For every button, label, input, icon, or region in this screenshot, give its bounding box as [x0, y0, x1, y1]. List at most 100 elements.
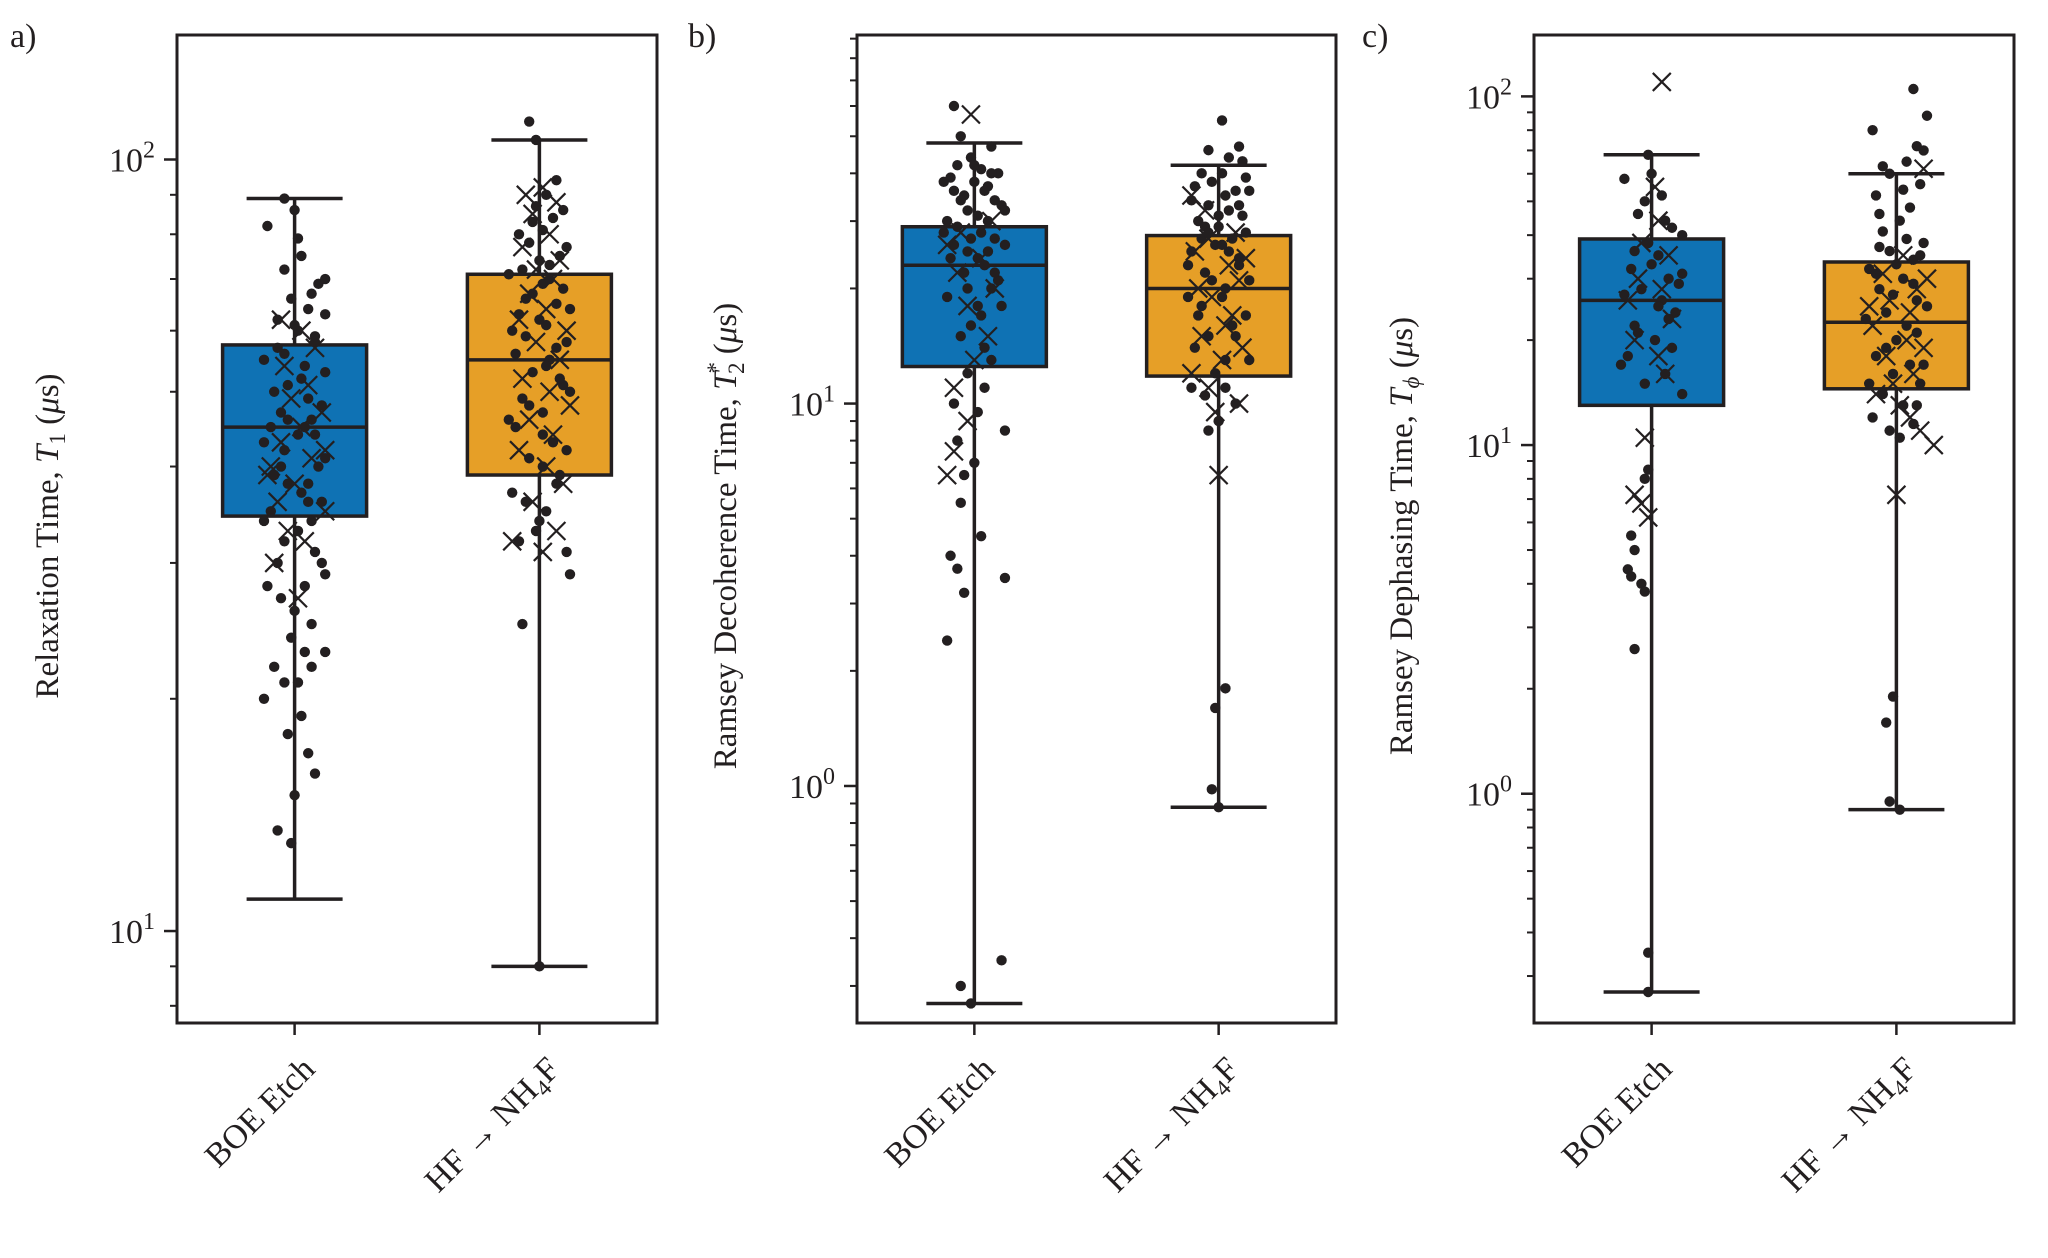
panel-b-point [1237, 156, 1248, 167]
panel-b-point [965, 998, 977, 1009]
panel-c-point [1915, 250, 1926, 261]
panel-a-cross [512, 368, 533, 389]
panel-a-cross [271, 432, 291, 453]
panel-b-cross [1215, 315, 1236, 336]
panel-c-cross [1886, 485, 1907, 505]
panel-c-cross [1879, 290, 1900, 311]
panel-c-ytick-label: 102 [1466, 74, 1512, 116]
panel-b-point [986, 354, 997, 366]
panel-a-point [279, 348, 290, 359]
panel-a-point [269, 661, 280, 673]
panel-b-point [1227, 320, 1238, 331]
panel-b-point [989, 233, 1000, 244]
panel-c-cross [1896, 330, 1917, 350]
panel-b-point [1240, 227, 1252, 238]
panel-b-point [986, 141, 997, 152]
panel-c-cross [1648, 346, 1669, 366]
panel-b-point [1223, 152, 1235, 163]
panel-b-ytick-label: 100 [789, 764, 835, 806]
panel-c-point [1643, 237, 1654, 249]
panel-a-point [282, 379, 293, 391]
panel-c-point [1619, 173, 1630, 185]
panel-a-point [309, 331, 321, 342]
panel-b-point [952, 160, 963, 171]
panel-c-point [1915, 378, 1926, 389]
panel-b-ytick-label: 101 [789, 382, 835, 424]
panel-c-point [1867, 412, 1878, 423]
panel-b-point [1199, 267, 1211, 278]
panel-a-point [316, 557, 327, 569]
panel-b-point [1206, 275, 1218, 286]
panel-a-cross [281, 388, 301, 409]
panel-b-point [955, 131, 966, 142]
panel-c-point [1898, 184, 1909, 195]
panel-a-point [296, 250, 307, 262]
panel-b-point [979, 185, 990, 197]
panel-c-point [1887, 289, 1899, 300]
panel-c-cross [1900, 302, 1920, 323]
panel-a-point [561, 444, 572, 456]
panel-b-point [1196, 233, 1207, 244]
panel-b-point [1220, 683, 1231, 694]
panel-c-point [1653, 250, 1664, 261]
panel-a-cross [315, 501, 335, 522]
panel-b-cross [1202, 287, 1222, 307]
panel-a-point [320, 453, 331, 464]
panel-b-point [1240, 310, 1252, 321]
panel-c-point [1639, 473, 1651, 485]
panel-c-cross [1628, 268, 1648, 289]
panel-a-point [303, 478, 314, 489]
panel-b-point [1220, 354, 1231, 366]
panel-a-cross [315, 440, 335, 460]
panel-c-point [1918, 237, 1929, 249]
panel-c-cross [1866, 384, 1886, 404]
panel-b-box-0 [900, 224, 1049, 369]
panel-b-point [1182, 291, 1194, 303]
panel-b-point [972, 252, 983, 264]
panel-b-point [1193, 310, 1204, 321]
panel-a-point [551, 342, 562, 354]
svg-text:Relaxation Time, T1 (μs): Relaxation Time, T1 (μs) [30, 373, 70, 698]
panel-b-point [1220, 190, 1231, 201]
panel-c-cross [1638, 507, 1658, 528]
panel-a-point [316, 400, 327, 411]
panel-b-point [1237, 210, 1248, 221]
panel-c-cross [1658, 245, 1679, 266]
panel-b-point [1233, 200, 1245, 211]
panel-b-cross [944, 377, 964, 398]
panel-b-point [955, 497, 966, 509]
panel-b-point [986, 283, 997, 294]
panel-a-point [537, 407, 548, 418]
panel-a-point [524, 400, 535, 411]
panel-a-point [537, 224, 548, 236]
panel-a-cross [271, 309, 291, 330]
panel-c-point [1656, 190, 1668, 201]
panel-b-point [996, 955, 1007, 966]
panel-a-point [292, 677, 304, 688]
panel-a-cross [536, 299, 556, 319]
panel-a-point [520, 496, 531, 508]
panel-a-point [517, 264, 528, 275]
panel-a-cross [291, 417, 312, 437]
panel-b-point [941, 291, 953, 303]
panel-c-point [1874, 241, 1885, 253]
panel-b-point [945, 252, 956, 264]
panel-a-cross [533, 177, 553, 198]
panel-c-point [1643, 149, 1654, 160]
panel-b-point [1216, 168, 1228, 179]
panel-a-point [272, 557, 283, 569]
panel-c-point [1626, 263, 1637, 275]
panel-b-point [958, 267, 970, 278]
panel-a-point [289, 204, 300, 216]
panel-a-point [299, 580, 310, 592]
panel-c-point [1870, 268, 1882, 279]
panel-a-point [296, 710, 307, 722]
panel-b-point [999, 205, 1011, 216]
panel-b-point [989, 267, 1000, 278]
panel-b-point [948, 398, 960, 409]
panel-b-point [962, 368, 973, 379]
panel-b-point [986, 168, 997, 179]
panel-a-point [265, 421, 276, 433]
panel-c-ylabel: Ramsey Dephasing Time, Tϕ (μs) [1384, 317, 1424, 755]
panel-c-point [1677, 268, 1688, 279]
